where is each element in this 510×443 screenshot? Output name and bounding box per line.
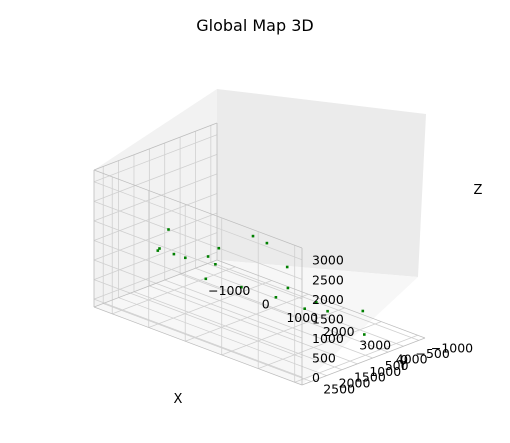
left-back-pane bbox=[94, 89, 217, 307]
grid-line-z-back bbox=[93, 200, 303, 280]
pane-edge bbox=[301, 337, 426, 386]
data-point bbox=[265, 241, 269, 245]
grid-line-z-side bbox=[93, 193, 218, 241]
y-axis-label: Y bbox=[398, 359, 407, 374]
grid-line-y-floor bbox=[164, 279, 373, 359]
z-axis-label: Z bbox=[474, 183, 483, 198]
data-point bbox=[315, 301, 318, 304]
right-back-pane bbox=[217, 89, 426, 277]
grid-line-y-floor bbox=[103, 303, 312, 382]
z-tick-label: 3000 bbox=[312, 253, 344, 268]
grid-line-y-floor bbox=[149, 285, 358, 365]
grid-line-z-side bbox=[93, 232, 218, 280]
grid-line-z-back bbox=[93, 240, 303, 319]
y-tick-label: 500 bbox=[385, 358, 409, 373]
z-tick-label: 1000 bbox=[312, 331, 344, 346]
pane-edge bbox=[93, 259, 218, 308]
floor-pane bbox=[94, 260, 418, 385]
y-tick-label: 1000 bbox=[369, 364, 401, 379]
x-tick-label: 0 bbox=[262, 297, 270, 312]
data-point bbox=[214, 263, 217, 266]
chart-title: Global Map 3D bbox=[196, 16, 313, 35]
grid-line-z-back bbox=[93, 220, 303, 300]
data-point bbox=[251, 234, 255, 238]
z-tick-label: 0 bbox=[312, 370, 320, 385]
grid-line-z-side bbox=[93, 173, 218, 222]
data-points bbox=[156, 228, 366, 336]
grid-line-z-side bbox=[93, 153, 218, 202]
grid-line-z-back bbox=[93, 259, 303, 339]
z-tick-label: 2000 bbox=[312, 292, 344, 307]
y-tick-label: 1500 bbox=[354, 370, 386, 385]
grid-lines bbox=[93, 122, 426, 386]
y-tick-label: 2500 bbox=[323, 381, 355, 396]
y-tick-label: −1000 bbox=[431, 340, 473, 355]
data-point bbox=[167, 228, 170, 231]
data-point bbox=[361, 309, 365, 313]
grid-line-z-back bbox=[93, 298, 303, 378]
grid-line-y-floor bbox=[118, 297, 327, 376]
x-tick-label: 3000 bbox=[359, 338, 391, 353]
data-point bbox=[285, 265, 289, 269]
data-point bbox=[156, 249, 160, 252]
grid-line-z-back bbox=[93, 279, 303, 358]
y-tick-label: −500 bbox=[415, 346, 449, 361]
pane-edge bbox=[93, 122, 218, 171]
grid-line-y-floor bbox=[210, 261, 419, 341]
data-point bbox=[240, 285, 243, 289]
z-tick-label: 1500 bbox=[312, 311, 344, 326]
data-point bbox=[274, 296, 278, 299]
grid-line-z-side bbox=[93, 134, 218, 183]
grid-line-z-back bbox=[93, 181, 303, 261]
pane-edge bbox=[93, 169, 303, 249]
grid-line-y-floor bbox=[195, 267, 404, 347]
grid-line-x-floor bbox=[258, 321, 382, 369]
grid-line-z-side bbox=[93, 212, 218, 261]
data-point bbox=[363, 333, 366, 336]
x-tick-label: −1000 bbox=[208, 283, 250, 298]
data-point bbox=[217, 246, 221, 250]
y-tick-label: 2000 bbox=[339, 376, 371, 391]
tick-labels: −100001000200030004000−1000−500050010001… bbox=[208, 253, 473, 397]
data-point bbox=[184, 256, 187, 260]
pane-edge bbox=[93, 306, 303, 386]
x-tick-label: 4000 bbox=[396, 351, 428, 366]
data-point bbox=[172, 252, 176, 256]
data-point bbox=[303, 307, 306, 310]
grid-line-z-side bbox=[93, 251, 218, 300]
grid-line-y-floor bbox=[133, 291, 343, 371]
data-point bbox=[286, 286, 290, 290]
data-point bbox=[204, 277, 208, 281]
data-point bbox=[206, 255, 210, 258]
data-point bbox=[326, 309, 329, 313]
x-axis-label: X bbox=[174, 392, 183, 407]
y-tick-label: 0 bbox=[400, 352, 408, 367]
data-point bbox=[158, 247, 161, 250]
z-tick-label: 2500 bbox=[312, 272, 344, 287]
z-tick-label: 500 bbox=[312, 351, 336, 366]
grid-line-y-floor bbox=[179, 273, 389, 353]
grid-line-x-floor bbox=[294, 334, 418, 383]
x-tick-label: 2000 bbox=[323, 324, 355, 339]
x-tick-label: 1000 bbox=[286, 310, 318, 325]
pane-edge bbox=[216, 259, 426, 339]
